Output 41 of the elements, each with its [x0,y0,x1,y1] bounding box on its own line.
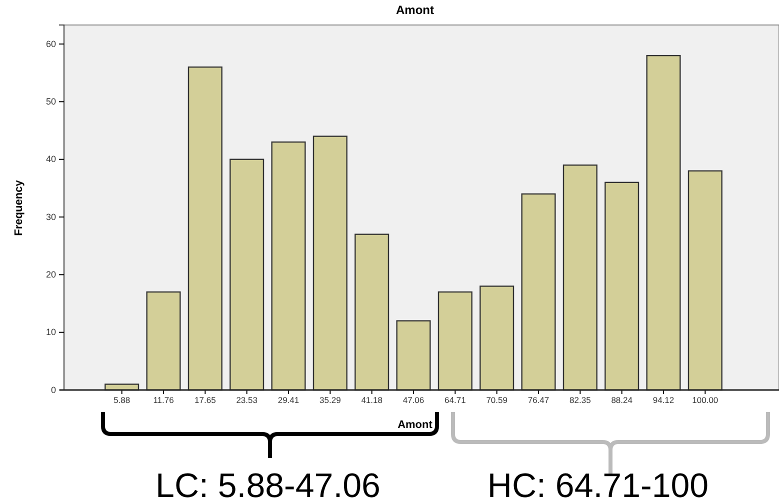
x-tick-label: 82.35 [570,395,592,406]
x-tick-label: 100.00 [692,395,718,406]
x-tick-label: 17.65 [194,395,216,406]
text: LC: 5.88-47.06 [156,467,380,504]
bar [354,234,390,391]
y-tick-label: 30 [46,212,56,222]
bar [604,182,640,391]
x-tick-label: 35.29 [320,395,342,406]
bar [480,286,514,391]
x-tick-label: 94.12 [652,395,674,406]
x-tick-label: 11.76 [153,395,174,406]
bar [521,193,556,391]
x-tick-label: 76.47 [528,395,550,406]
y-tick-label: 0 [50,384,56,395]
bar [271,141,306,391]
x-tick-label: 64.71 [444,395,466,406]
bar [312,136,348,391]
bar [562,164,598,391]
y-tick-label: 50 [46,96,56,107]
y-axis-title: Frequency [13,179,25,236]
chart-title: Amont [396,3,434,17]
x-tick-label: 5.88 [114,395,130,406]
bar [146,291,181,391]
y-tick-label: 10 [46,327,56,338]
x-tick-label: 47.06 [402,395,424,406]
x-tick-label: 88.24 [611,395,633,406]
x-axis-title: Amont [398,419,433,431]
y-tick-label: 60 [46,38,56,49]
bar [688,170,722,391]
x-tick-label: 29.41 [278,395,300,406]
bar [396,320,431,391]
bar [438,291,472,391]
text: HC: 64.71-100 [487,467,709,504]
y-tick-label: 40 [46,154,56,164]
y-tick-label: 20 [46,270,56,280]
x-tick-label: 23.53 [236,395,258,406]
x-tick-label: 41.18 [361,395,383,406]
bar [646,54,681,391]
x-tick-label: 70.59 [486,395,508,406]
bar [230,158,264,391]
bar [188,66,222,391]
